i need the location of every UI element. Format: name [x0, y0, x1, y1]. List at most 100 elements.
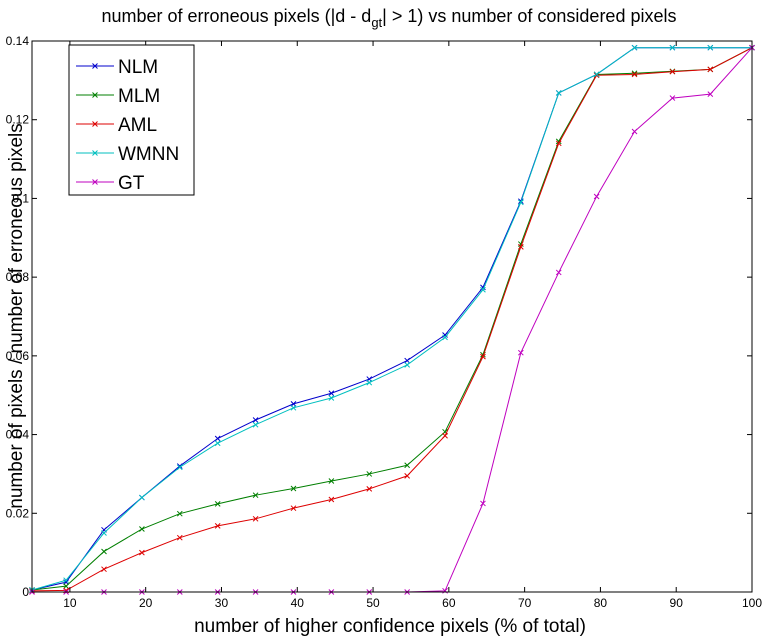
legend-label-nlm: NLM — [118, 57, 158, 78]
x-tick-label: 30 — [215, 596, 229, 610]
data-point-nlm — [442, 332, 448, 338]
series-line-wmnn — [31, 47, 752, 591]
legend-label-wmnn: WMNN — [118, 144, 179, 165]
x-tick-label: 100 — [742, 596, 762, 610]
data-point-mlm — [176, 510, 183, 517]
data-point-aml — [480, 353, 486, 360]
data-point-aml — [290, 505, 297, 512]
data-point-gt — [631, 128, 638, 135]
x-tick-label: 10 — [63, 596, 77, 610]
data-point-mlm — [139, 526, 145, 532]
data-point-aml — [631, 71, 638, 78]
legend-box — [68, 44, 195, 196]
legend-item-mlm: MLM — [76, 86, 160, 107]
data-point-wmnn — [593, 71, 600, 78]
data-point-mlm — [290, 485, 297, 492]
y-tick-label: 0.04 — [6, 428, 30, 442]
data-point-wmnn — [252, 421, 259, 428]
legend: NLM MLM AML WMNN GT — [68, 44, 195, 196]
data-point-wmnn — [214, 440, 221, 447]
x-axis-title: number of higher confidence pixels (% of… — [194, 616, 586, 637]
legend-marker-gt — [92, 179, 98, 185]
chart-title-subscript: gt — [371, 15, 382, 30]
data-point-wmnn — [669, 44, 676, 51]
data-point-mlm — [404, 462, 411, 469]
data-point-mlm — [328, 478, 335, 484]
data-point-nlm — [214, 435, 221, 442]
data-point-gt — [593, 193, 600, 200]
data-point-aml — [707, 66, 714, 73]
data-point-aml — [214, 523, 221, 529]
legend-marker-wmnn — [92, 150, 98, 156]
x-tick-label: 90 — [670, 596, 684, 610]
data-point-nlm — [404, 357, 411, 364]
data-point-wmnn — [555, 90, 562, 96]
data-point-wmnn — [328, 395, 335, 401]
legend-marker-mlm — [92, 92, 98, 98]
data-point-mlm — [63, 583, 69, 589]
data-point-wmnn — [101, 530, 107, 536]
x-tick-label: 50 — [366, 596, 380, 610]
plot-frame — [31, 40, 753, 593]
data-point-wmnn — [290, 404, 297, 411]
legend-item-gt: GT — [76, 173, 145, 194]
legend-item-nlm: NLM — [76, 57, 158, 78]
y-tick-label: 0.14 — [6, 34, 30, 48]
x-tick-label: 60 — [442, 596, 456, 610]
data-point-mlm — [101, 548, 107, 555]
series-wmnn — [29, 44, 755, 593]
data-point-aml — [101, 566, 107, 573]
legend-label-gt: GT — [118, 173, 145, 194]
y-tick-label: 0.1 — [12, 191, 29, 205]
ticks-layer: 10 20 30 40 50 60 70 80 90 100 0 0.02 0.04 0.06 0.08 0.… — [6, 34, 763, 610]
chart-title-suffix: | > 1) vs number of considered pixels — [382, 6, 676, 26]
data-point-wmnn — [366, 379, 373, 386]
data-point-gt — [517, 349, 524, 356]
legend-label-mlm: MLM — [118, 86, 160, 107]
data-point-nlm — [328, 390, 335, 397]
data-point-wmnn — [442, 334, 448, 341]
legend-label-aml: AML — [118, 115, 157, 136]
x-tick-label: 80 — [594, 596, 608, 610]
data-point-gt — [707, 91, 714, 97]
data-point-mlm — [366, 471, 373, 477]
data-point-gt — [669, 95, 676, 101]
data-point-aml — [252, 515, 259, 522]
series-line-mlm — [31, 47, 753, 591]
chart-title: number of erroneous pixels (|d - dgt| > … — [102, 6, 677, 30]
x-tick-label: 70 — [518, 596, 532, 610]
data-point-wmnn — [63, 577, 69, 584]
x-tick-label: 20 — [139, 596, 153, 610]
data-point-aml — [328, 496, 335, 503]
data-point-aml — [139, 549, 145, 556]
data-point-mlm — [252, 492, 259, 499]
series-aml — [29, 44, 755, 594]
data-point-nlm — [176, 463, 183, 469]
legend-marker-nlm — [92, 63, 98, 69]
data-point-wmnn — [176, 464, 183, 471]
y-axis-title: number of pixels / number of erroneous p… — [6, 123, 27, 508]
data-point-aml — [555, 140, 562, 147]
data-point-gt — [555, 269, 562, 276]
data-point-aml — [517, 243, 524, 250]
data-point-wmnn — [139, 494, 145, 501]
chart-title-prefix: number of erroneous pixels (|d - d — [102, 6, 372, 26]
data-point-wmnn — [517, 199, 524, 206]
y-tick-label: 0.08 — [6, 270, 30, 284]
data-point-nlm — [252, 417, 259, 423]
legend-item-aml: AML — [76, 115, 157, 136]
data-point-wmnn — [631, 44, 638, 51]
data-point-gt — [480, 500, 486, 507]
series-line-aml — [31, 47, 753, 592]
y-tick-label: 0 — [22, 585, 29, 599]
y-tick-label: 0.02 — [6, 506, 30, 520]
data-point-wmnn — [480, 286, 486, 293]
y-tick-label: 0.06 — [6, 349, 30, 363]
legend-item-wmnn: WMNN — [76, 144, 179, 165]
x-tick-label: 40 — [291, 596, 305, 610]
y-tick-label: 0.12 — [6, 113, 30, 127]
data-point-aml — [669, 68, 676, 75]
data-point-aml — [366, 486, 373, 492]
data-point-aml — [404, 473, 411, 479]
